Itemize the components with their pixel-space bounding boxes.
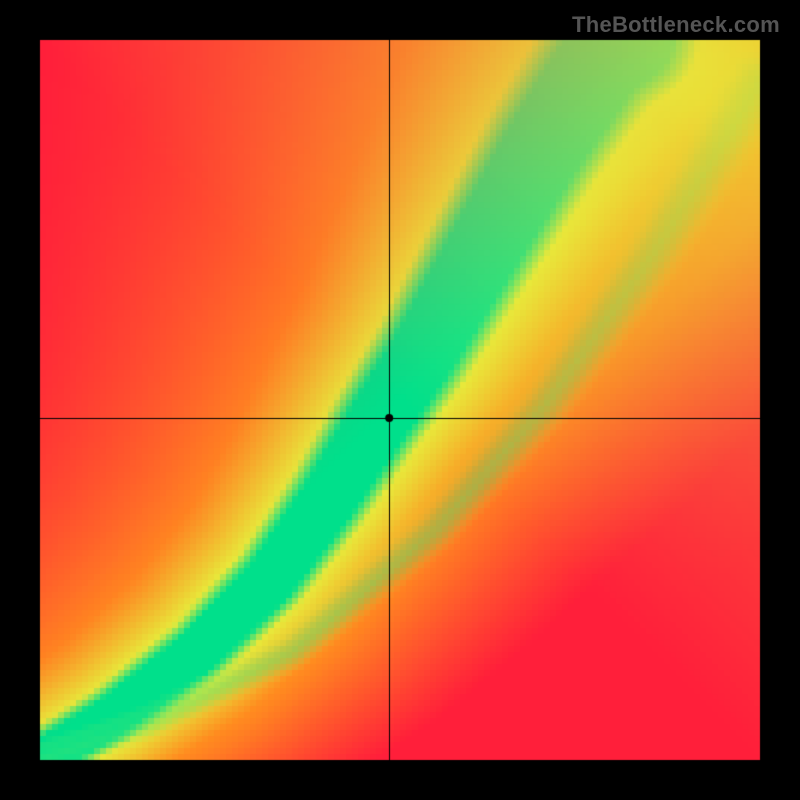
chart-container: TheBottleneck.com [0,0,800,800]
bottleneck-heatmap [0,0,800,800]
watermark-text: TheBottleneck.com [572,12,780,38]
